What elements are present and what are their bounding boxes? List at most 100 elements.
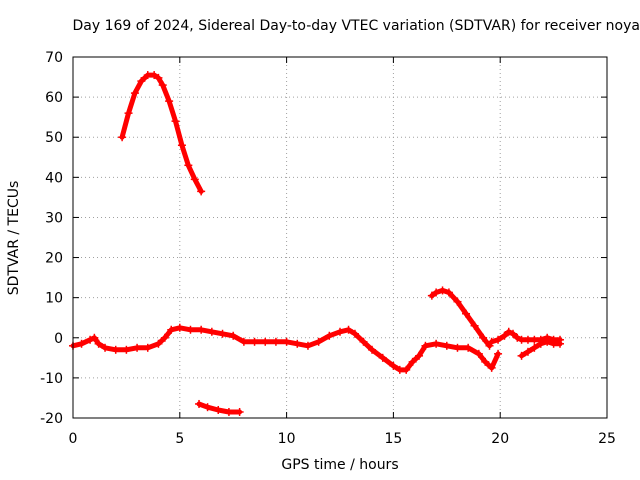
x-tick-label: 20 <box>491 431 509 447</box>
data-point <box>250 337 259 346</box>
data-point <box>190 175 199 184</box>
data-point <box>165 97 174 106</box>
data-point <box>111 345 120 354</box>
y-tick-label: 70 <box>45 50 63 66</box>
data-point <box>504 327 513 336</box>
data-point <box>421 341 430 350</box>
data-point <box>523 347 532 356</box>
data-point <box>177 141 186 150</box>
data-point <box>171 117 180 126</box>
data-point <box>444 288 453 297</box>
series-line-arc-low <box>196 401 243 415</box>
data-point <box>442 341 451 350</box>
ticks: 0 5 10 15 20 25 -20 -10 0 10 20 30 40 50 60 70 <box>40 50 616 447</box>
data-point <box>487 337 496 346</box>
data-point <box>293 339 302 348</box>
plot-frame <box>72 56 608 419</box>
data-point <box>90 333 99 342</box>
data-point <box>229 331 238 340</box>
data-point <box>118 133 127 142</box>
data-point <box>235 407 244 416</box>
data-point <box>130 89 139 98</box>
data-point <box>359 337 368 346</box>
data-point <box>175 323 184 332</box>
data-point <box>427 291 436 300</box>
data-point <box>167 325 176 334</box>
data-point <box>530 343 539 352</box>
data-point <box>124 109 133 118</box>
x-tick-label: 10 <box>278 431 296 447</box>
data-point <box>536 339 545 348</box>
y-tick-label: 60 <box>45 90 63 106</box>
data-point <box>197 187 206 196</box>
data-point <box>133 343 142 352</box>
x-tick-label: 0 <box>69 431 78 447</box>
data-point <box>224 407 233 416</box>
data-point <box>556 339 565 348</box>
data-point <box>143 343 152 352</box>
data-point <box>464 343 473 352</box>
data-point <box>122 345 131 354</box>
chart-title: Day 169 of 2024, Sidereal Day-to-day VTE… <box>72 18 640 34</box>
data-point <box>86 335 95 344</box>
data-point <box>389 361 398 370</box>
data-point <box>500 331 509 340</box>
data-point <box>154 339 163 348</box>
data-point <box>158 81 167 90</box>
y-tick-label: 50 <box>45 130 63 146</box>
data-point <box>378 353 387 362</box>
x-tick-label: 25 <box>598 431 616 447</box>
data-point <box>195 399 204 408</box>
data-point <box>485 341 494 350</box>
data-point <box>214 405 223 414</box>
data-point <box>543 337 552 346</box>
y-tick-label: -10 <box>40 371 63 387</box>
data-point <box>150 71 159 80</box>
data-point <box>494 335 503 344</box>
data-point <box>77 339 86 348</box>
data-point <box>239 337 248 346</box>
data-point <box>325 331 334 340</box>
data-point <box>186 325 195 334</box>
data-point <box>203 403 212 412</box>
data-point <box>462 309 471 318</box>
data-point <box>509 329 518 338</box>
data-point <box>474 349 483 358</box>
data-point <box>479 333 488 342</box>
data-point <box>438 286 447 295</box>
y-axis-label: SDTVAR / TECUs <box>6 180 22 296</box>
data-point <box>408 357 417 366</box>
data-point <box>184 161 193 170</box>
data-point <box>402 365 411 374</box>
data-point <box>432 339 441 348</box>
data-point <box>154 73 163 82</box>
x-axis-label: GPS time / hours <box>281 457 399 473</box>
data-point <box>137 77 146 86</box>
grid <box>73 57 607 418</box>
data-point <box>314 337 323 346</box>
y-tick-label: 30 <box>45 210 63 226</box>
data-point <box>350 329 359 338</box>
y-tick-label: 20 <box>45 251 63 267</box>
data-point <box>160 333 169 342</box>
data-point <box>453 343 462 352</box>
data-point <box>303 341 312 350</box>
data-point <box>261 337 270 346</box>
y-tick-label: 10 <box>45 291 63 307</box>
data-point <box>271 337 280 346</box>
y-tick-label: 0 <box>54 331 63 347</box>
data-point <box>494 349 503 358</box>
series-group <box>69 71 565 416</box>
data-point <box>336 327 344 336</box>
data-point <box>368 345 377 354</box>
data-point <box>344 325 353 334</box>
data-point <box>415 351 424 360</box>
data-point <box>282 337 291 346</box>
x-tick-label: 5 <box>175 431 184 447</box>
data-point <box>487 363 496 372</box>
data-point <box>101 343 110 352</box>
data-point <box>432 288 441 297</box>
data-point <box>197 325 206 334</box>
data-point <box>94 339 103 348</box>
